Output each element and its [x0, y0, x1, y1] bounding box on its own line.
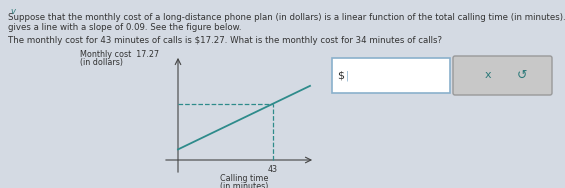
Text: (in minutes): (in minutes) [220, 182, 268, 188]
Text: 43: 43 [268, 165, 277, 174]
Text: Suppose that the monthly cost of a long-distance phone plan (in dollars) is a li: Suppose that the monthly cost of a long-… [8, 13, 565, 22]
Text: $: $ [337, 70, 344, 80]
Text: (in dollars): (in dollars) [80, 58, 123, 67]
Text: |: | [346, 70, 349, 81]
Text: The monthly cost for 43 minutes of calls is $17.27. What is the monthly cost for: The monthly cost for 43 minutes of calls… [8, 36, 442, 45]
FancyBboxPatch shape [453, 56, 552, 95]
Text: gives a line with a slope of 0.09. See the figure below.: gives a line with a slope of 0.09. See t… [8, 23, 241, 32]
Text: ↺: ↺ [516, 69, 527, 82]
Text: Monthly cost  17.27: Monthly cost 17.27 [80, 50, 159, 59]
Text: v: v [10, 7, 15, 16]
Text: x: x [485, 70, 492, 80]
FancyBboxPatch shape [332, 58, 450, 93]
Text: Calling time: Calling time [220, 174, 268, 183]
